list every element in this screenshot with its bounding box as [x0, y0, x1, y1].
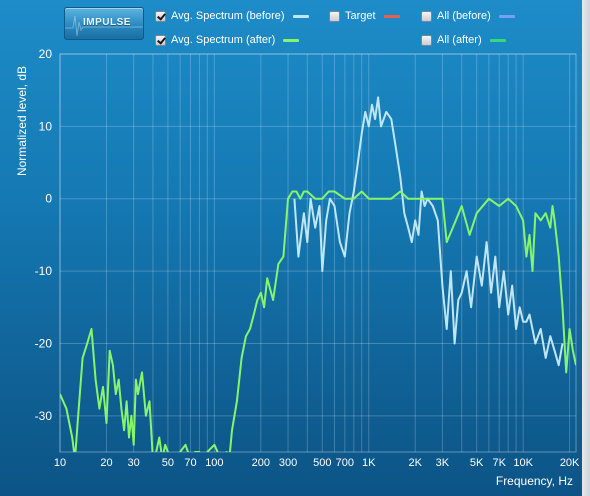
x-tick-label: 70: [184, 457, 196, 469]
legend-label: Avg. Spectrum (after): [171, 34, 276, 46]
impulse-button-label: IMPULSE: [83, 17, 131, 28]
avg-before-checkbox[interactable]: [155, 10, 166, 22]
y-tick-label: -30: [35, 409, 53, 423]
legend-swatch: [383, 14, 400, 18]
impulse-waveform-icon: [65, 15, 143, 37]
x-tick-label: 1K: [362, 457, 376, 469]
x-tick-label: 2K: [408, 457, 422, 469]
all-after-checkbox[interactable]: [421, 34, 432, 46]
legend-swatch: [498, 14, 515, 18]
y-tick-label: 0: [45, 192, 52, 206]
legend-item-all-after[interactable]: All (after): [421, 32, 506, 48]
x-tick-label: 50: [162, 457, 174, 469]
plot-frame: [59, 53, 577, 453]
legend-swatch: [292, 14, 309, 18]
impulse-button[interactable]: IMPULSE: [64, 7, 144, 40]
x-tick-label: 500: [313, 457, 331, 469]
legend-label: All (after): [437, 34, 482, 46]
x-tick-label: 30: [128, 457, 140, 469]
x-tick-label: 10K: [513, 457, 533, 469]
x-tick-label: 20K: [560, 457, 580, 469]
x-tick-label: 20: [100, 457, 112, 469]
legend-label: Avg. Spectrum (before): [171, 10, 285, 22]
legend-label: All (before): [437, 10, 491, 22]
x-tick-labels: 10 20 30 50 70 100 200 300 500 700 1K 2K 3K 5K 7K 10K 20…: [54, 457, 580, 469]
y-tick-label: -10: [35, 264, 53, 278]
window-edge: [582, 0, 590, 496]
x-tick-label: 10: [54, 457, 66, 469]
target-checkbox[interactable]: [329, 10, 340, 22]
legend-swatch: [283, 38, 300, 42]
y-tick-label: 20: [39, 47, 53, 61]
x-tick-label: 3K: [436, 457, 450, 469]
legend-item-avg-after[interactable]: Avg. Spectrum (after): [155, 32, 300, 48]
x-tick-label: 700: [336, 457, 354, 469]
legend-item-all-before[interactable]: All (before): [421, 8, 515, 24]
series-lines: [60, 96, 576, 452]
x-axis-label: Frequency, Hz: [495, 474, 573, 488]
toolbar: IMPULSE Avg. Spectrum (before) Target Al…: [60, 0, 582, 48]
x-tick-label: 300: [279, 457, 297, 469]
y-tick-label: 10: [39, 119, 53, 133]
y-tick-labels: 20 10 0 -10 -20 -30: [35, 47, 53, 423]
y-tick-label: -20: [35, 336, 53, 350]
legend-item-avg-before[interactable]: Avg. Spectrum (before): [155, 8, 309, 24]
legend-label: Target: [345, 10, 376, 22]
avg-after-checkbox[interactable]: [155, 34, 166, 46]
x-tick-label: 200: [252, 457, 270, 469]
all-before-checkbox[interactable]: [421, 10, 432, 22]
series-line-after: [60, 190, 576, 452]
x-tick-label: 7K: [492, 457, 506, 469]
x-tick-label: 5K: [470, 457, 484, 469]
x-tick-label: 100: [205, 457, 223, 469]
legend-item-target[interactable]: Target: [329, 8, 400, 24]
y-axis-label: Normalized level, dB: [15, 65, 29, 177]
legend-swatch: [489, 38, 506, 42]
